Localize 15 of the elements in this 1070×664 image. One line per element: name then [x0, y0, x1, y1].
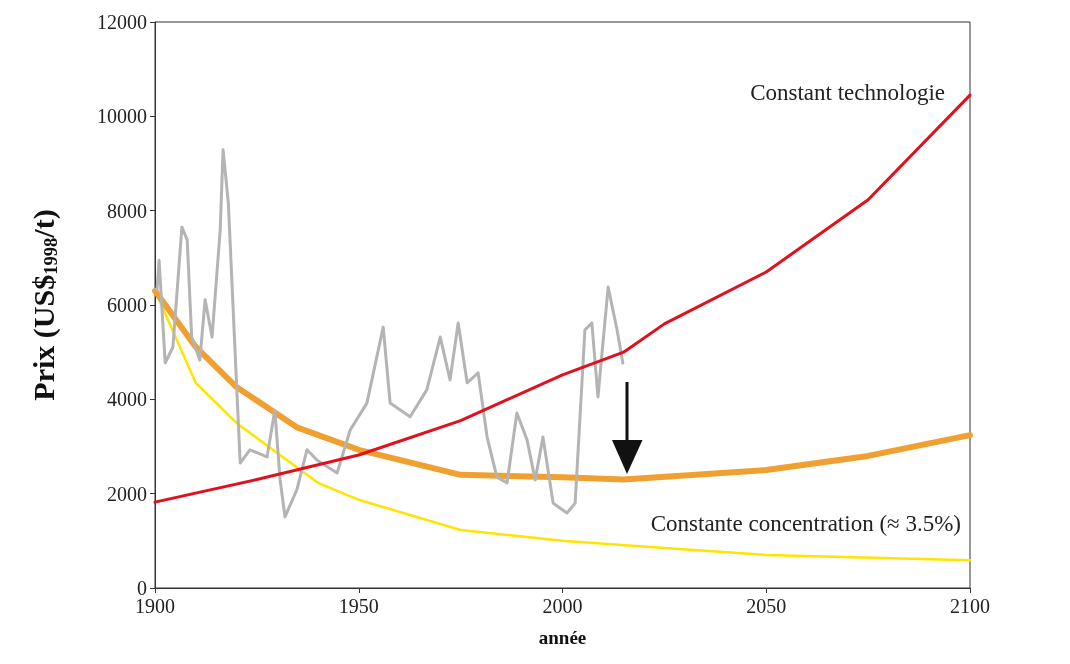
y-tick-label: 2000	[107, 482, 147, 505]
y-axis-title: Prix (US$1998/t)	[27, 209, 61, 401]
line-series	[155, 148, 625, 519]
series-label: Constant technologie	[750, 79, 945, 105]
y-tick-label: 10000	[97, 105, 147, 128]
x-tick-label: 2050	[746, 595, 787, 617]
y-tick-label: 4000	[107, 388, 147, 411]
y-tick-label: 6000	[107, 294, 147, 316]
series-label: Constante concentration (≈ 3.5%)	[650, 510, 961, 536]
x-tick-label: 1950	[338, 595, 379, 617]
y-tick-label: 8000	[107, 199, 147, 222]
y-tick-label: 12000	[97, 11, 147, 33]
x-tick-label: 2100	[950, 595, 990, 617]
x-tick-label: 2000	[542, 595, 583, 617]
x-axis-title: année	[538, 627, 587, 648]
